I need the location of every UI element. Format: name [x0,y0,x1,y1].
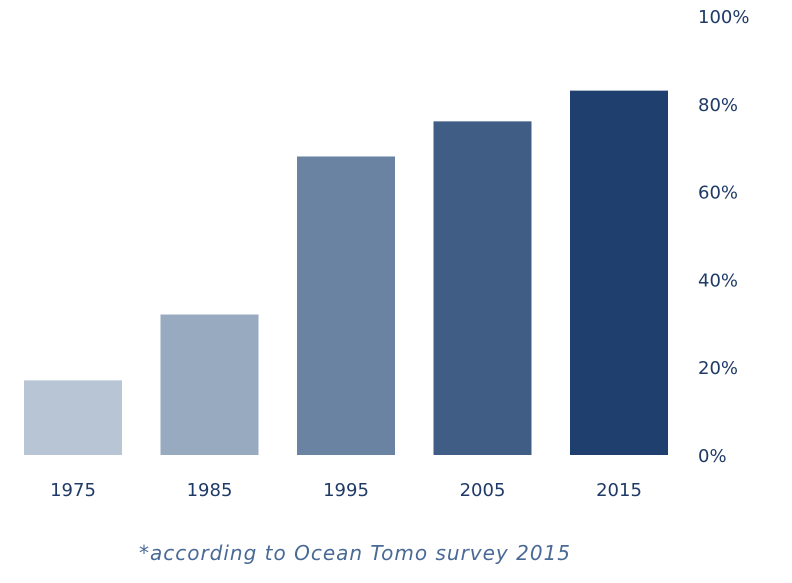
x-tick-label-1985: 1985 [187,480,233,501]
y-tick-label-0pct: 0% [698,446,727,467]
bar-2005 [433,121,532,456]
chart-footnote: *according to Ocean Tomo survey 2015 [138,541,572,565]
y-axis-tick-labels: 0% 20% 40% 60% 80% 100% [698,7,749,467]
bars-group [24,90,668,456]
x-tick-label-2015: 2015 [596,480,642,501]
y-tick-label-20pct: 20% [698,358,738,379]
y-tick-label-100pct: 100% [698,7,749,28]
bar-1995 [297,156,395,456]
x-tick-label-1975: 1975 [50,480,96,501]
bar-1975 [24,380,122,455]
bar-2015 [570,90,668,455]
x-tick-label-1995: 1995 [323,480,369,501]
y-tick-label-80pct: 80% [698,95,738,116]
y-tick-label-40pct: 40% [698,270,738,291]
x-tick-label-2005: 2005 [460,480,506,501]
bar-1985 [160,314,259,455]
x-axis-tick-labels: 1975 1985 1995 2005 2015 [50,480,642,501]
y-tick-label-60pct: 60% [698,183,738,204]
